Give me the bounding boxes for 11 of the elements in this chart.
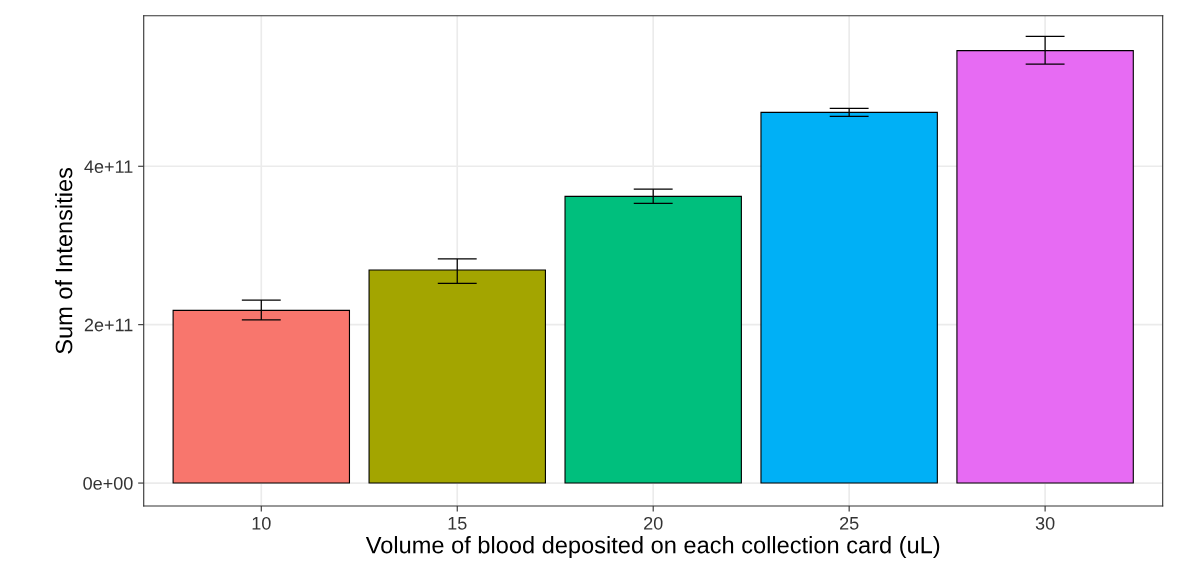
x-tick-label: 20: [644, 516, 663, 530]
y-axis-title: Sum of Intensities: [55, 167, 73, 354]
y-tick-label: 0e+00: [83, 476, 133, 490]
x-tick-label: 15: [448, 517, 467, 530]
x-tick-label: 25: [840, 516, 859, 530]
y-tick-label: 2e+11: [84, 318, 133, 332]
bar: [760, 111, 938, 484]
x-tick-label: 10: [252, 516, 271, 530]
x-axis-title: Volume of blood deposited on each collection card (uL): [365, 536, 940, 559]
y-tick-label: 4e+11: [84, 160, 133, 173]
x-tick-label: 30: [1035, 516, 1055, 530]
